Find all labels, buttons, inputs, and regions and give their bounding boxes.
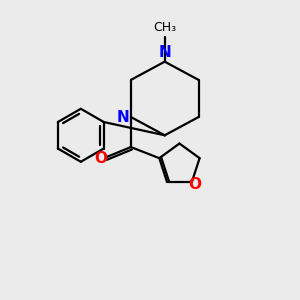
Text: CH₃: CH₃ — [153, 21, 176, 34]
Text: N: N — [117, 110, 129, 124]
Text: O: O — [188, 177, 201, 192]
Text: N: N — [158, 45, 171, 60]
Text: O: O — [94, 151, 107, 166]
